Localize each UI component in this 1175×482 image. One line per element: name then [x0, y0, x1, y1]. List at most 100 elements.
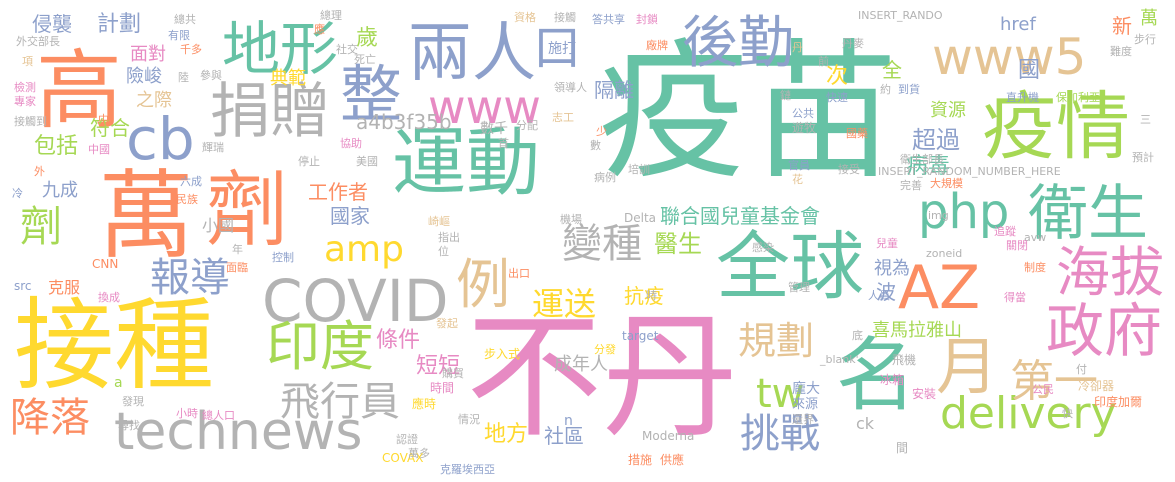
word: 醫生: [654, 230, 702, 258]
word: a4b3f35b: [356, 110, 452, 134]
word: tw: [756, 371, 805, 417]
word: 條件: [376, 328, 421, 353]
word: 輝瑞: [202, 141, 224, 154]
word: 國家: [330, 204, 370, 228]
word: 劑: [206, 163, 289, 258]
word: 克服: [48, 278, 81, 297]
word: 到貨: [898, 83, 920, 96]
word: 資格: [514, 11, 536, 24]
word: 之際: [136, 90, 172, 111]
word: 社交: [336, 43, 358, 56]
word: 分發: [594, 343, 616, 356]
word: www: [428, 80, 541, 134]
word: 接種: [14, 287, 214, 404]
word: 全: [882, 58, 902, 82]
word: 情況: [458, 413, 480, 426]
word: img: [928, 209, 949, 222]
word: 丹: [792, 41, 803, 54]
word: 海拔: [1056, 241, 1164, 304]
word: 飛機: [892, 353, 917, 367]
word: 運送: [532, 285, 597, 323]
word: 大規模: [930, 177, 963, 190]
word: 步入式: [484, 347, 521, 361]
word: 劑: [20, 202, 63, 251]
word: 三: [1140, 113, 1151, 126]
word: 印度: [266, 315, 374, 378]
word: 年: [232, 243, 243, 256]
word: 人員: [868, 289, 890, 302]
word: 疫苗: [598, 26, 899, 200]
word: 短短: [416, 354, 461, 379]
word: 間: [896, 441, 909, 455]
word: 關閉: [1006, 239, 1028, 252]
word: 成年人: [554, 354, 608, 375]
word: 抗疫: [624, 284, 664, 308]
word: n: [564, 413, 573, 429]
word: 飛行員: [280, 379, 400, 425]
word: 報導: [150, 255, 230, 301]
word: zoneid: [926, 247, 963, 260]
word: 發起: [436, 317, 458, 330]
word: src: [14, 279, 32, 293]
word: 遊牧: [792, 121, 817, 135]
word: 感染: [752, 241, 774, 254]
word: 崎嶇: [428, 215, 450, 228]
word: 萬多: [408, 447, 430, 460]
word: 聯合國兒童基金會: [660, 204, 820, 228]
word: 衛生部長: [900, 153, 944, 166]
word: 丹麥: [842, 37, 864, 50]
word: INSERT_RANDOM_NUMBER_HERE: [878, 165, 1061, 178]
word: 位: [438, 245, 449, 258]
word: technews: [114, 402, 363, 462]
word: 喜馬拉雅山: [872, 320, 962, 341]
word: 政府: [1046, 297, 1163, 365]
word: 接觸到: [14, 115, 47, 128]
word: 規劃: [738, 319, 815, 363]
word: www5: [932, 28, 1087, 86]
word: 社區: [544, 424, 584, 448]
word: 約: [880, 83, 891, 96]
word: AZ: [898, 253, 981, 323]
word: 月: [936, 330, 999, 403]
word: 公民: [1032, 383, 1054, 396]
word: 控制: [272, 251, 294, 264]
word: 民族: [176, 193, 198, 206]
word: 印度加爾: [1094, 395, 1143, 409]
word: 死亡: [354, 53, 376, 66]
word: 面對: [130, 44, 166, 65]
word: 得當: [1004, 291, 1026, 304]
word: 快速: [826, 91, 848, 104]
word: delivery: [940, 388, 1117, 439]
word: 超過: [912, 126, 960, 154]
word: 國: [1018, 58, 1041, 83]
word: 全球: [716, 224, 864, 310]
word: a: [114, 375, 123, 391]
word: 管理: [788, 281, 810, 294]
word: 完善: [900, 179, 922, 192]
word: 波: [876, 280, 896, 304]
word: 冷: [12, 187, 23, 200]
word: 安裝: [912, 387, 937, 401]
word: 接受: [838, 163, 860, 176]
word: 項: [22, 55, 33, 68]
word: 應: [314, 23, 325, 36]
word: 千多: [180, 43, 202, 56]
word: 計劃: [97, 12, 142, 37]
word: 首: [498, 137, 509, 150]
word: 專家: [14, 95, 36, 108]
word: Moderna: [642, 429, 695, 443]
word: 險峻: [126, 66, 162, 87]
word: 底: [852, 329, 863, 342]
word: 追蹤: [994, 225, 1016, 238]
word: 封鎖: [636, 13, 658, 26]
word: 尋找: [118, 419, 140, 432]
word: 總共: [174, 13, 196, 26]
word: Delta: [624, 211, 657, 225]
word: 小國: [202, 216, 235, 235]
word: 口: [533, 20, 582, 76]
word: 典範: [270, 68, 306, 89]
word: 九成: [42, 180, 78, 201]
word: 歲: [356, 26, 379, 51]
word: 花: [792, 173, 803, 186]
word: 購買: [442, 367, 464, 380]
